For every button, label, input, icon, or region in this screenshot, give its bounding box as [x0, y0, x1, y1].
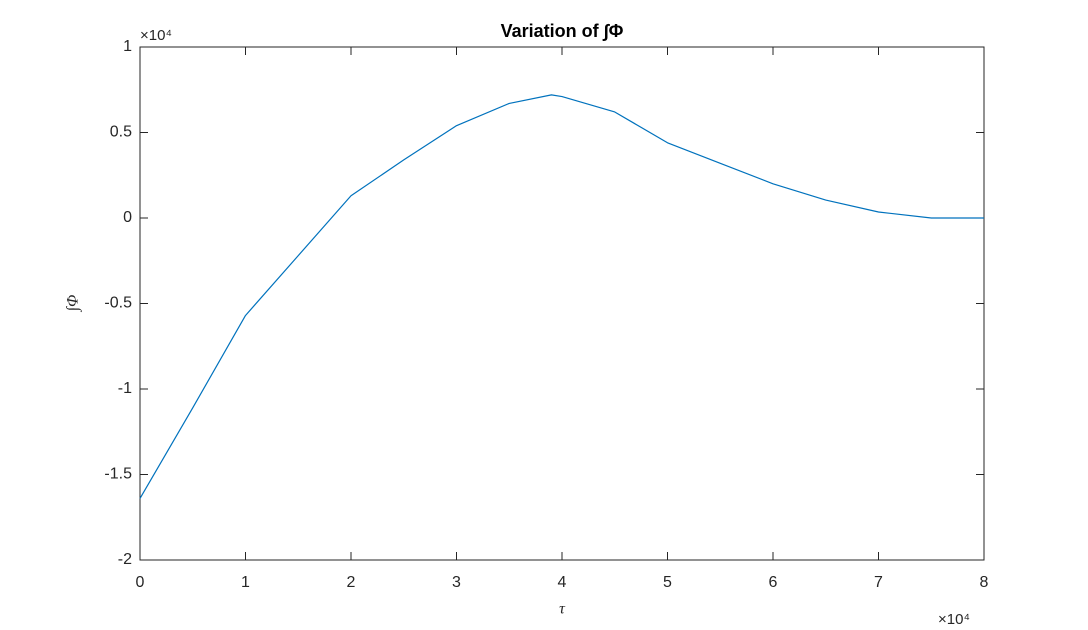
x-tick-label: 7: [874, 574, 883, 591]
x-tick-label: 0: [136, 574, 145, 591]
y-tick-label: 1: [123, 38, 132, 55]
y-tick-label: -1.5: [104, 466, 132, 483]
y-tick-label: -0.5: [104, 295, 132, 312]
x-tick-label: 6: [769, 574, 778, 591]
plot-area: [139, 46, 985, 561]
y-axis-label: ∫Φ: [65, 295, 83, 313]
x-tick-label: 3: [452, 574, 461, 591]
x-tick-label: 4: [558, 574, 567, 591]
y-tick-label: 0: [123, 209, 132, 226]
y-tick-label: -1: [118, 380, 132, 397]
chart-title: Variation of ∫Φ: [501, 21, 624, 41]
x-tick-label: 5: [663, 574, 672, 591]
x-tick-label: 8: [980, 574, 989, 591]
y-tick-label: -2: [118, 551, 132, 568]
y-tick-label: 0.5: [110, 124, 132, 141]
x-axis-label: τ: [559, 601, 566, 618]
x-multiplier: ×10⁴: [938, 611, 970, 628]
y-multiplier: ×10⁴: [140, 27, 172, 44]
x-tick-label: 1: [241, 574, 250, 591]
data-line: [139, 94, 984, 499]
x-tick-label: 2: [347, 574, 356, 591]
